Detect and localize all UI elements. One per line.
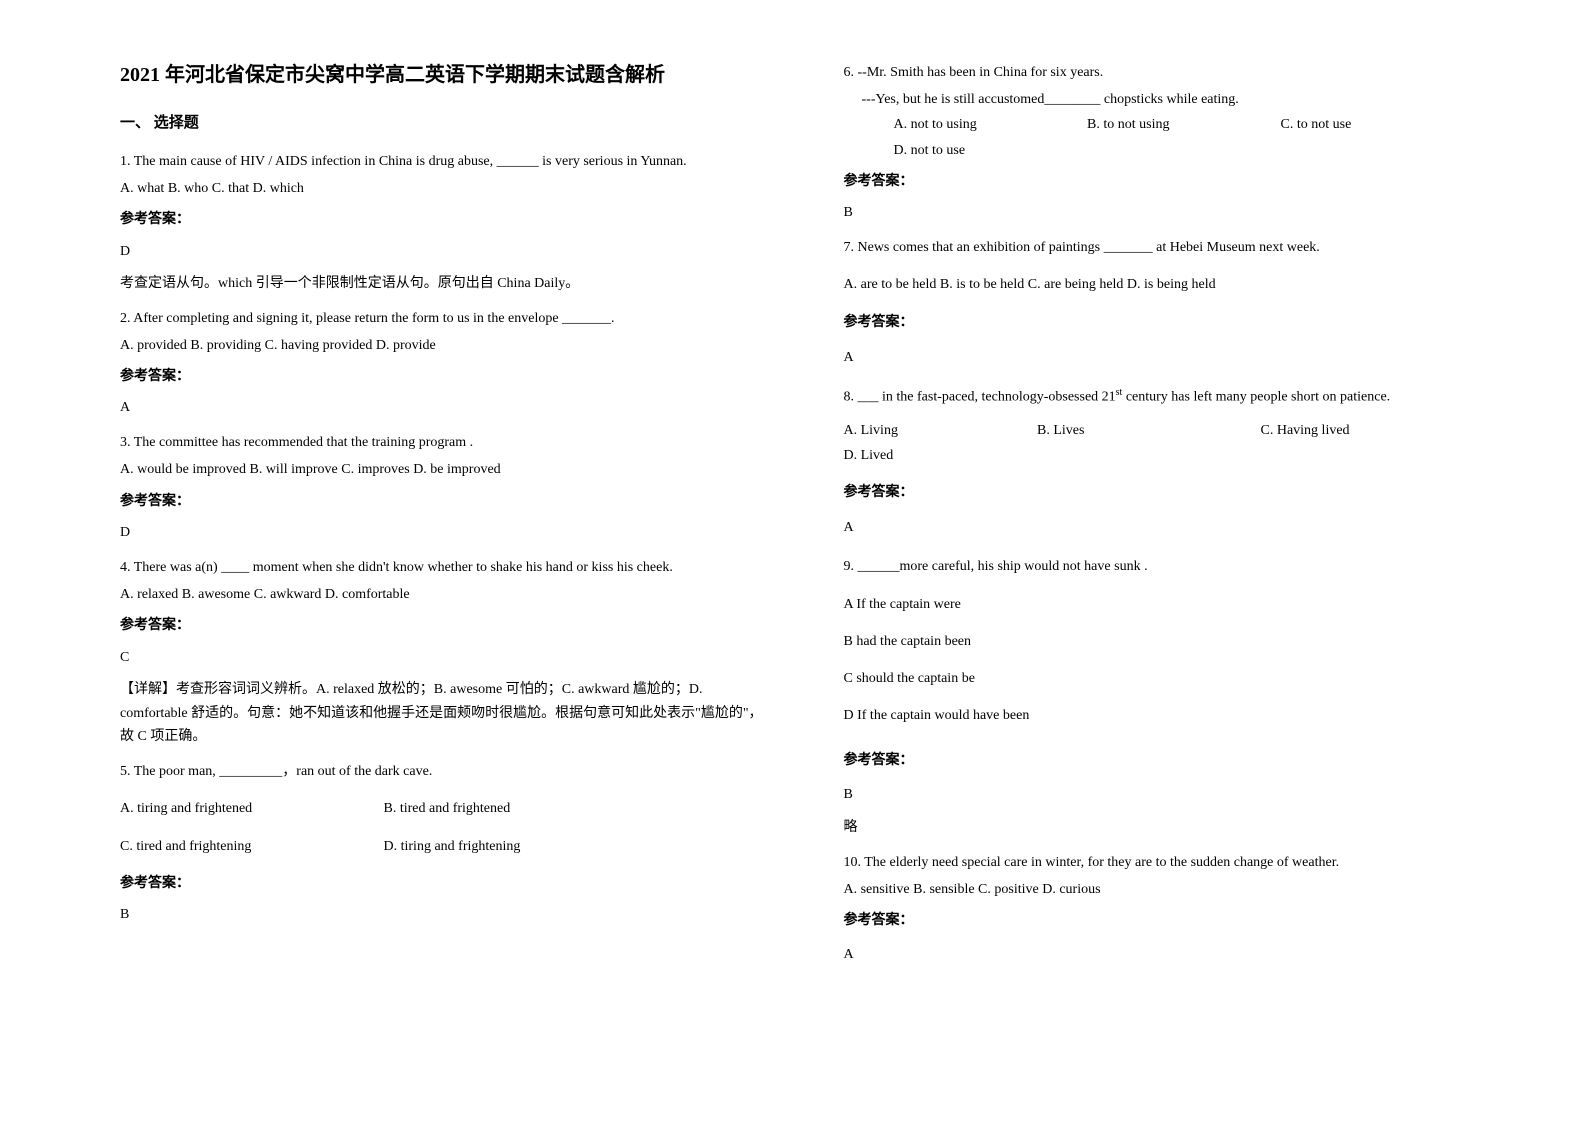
question-9-optA: A If the captain were bbox=[844, 592, 1488, 617]
question-7: 7. News comes that an exhibition of pain… bbox=[844, 235, 1488, 260]
question-7-options: A. are to be held B. is to be held C. ar… bbox=[844, 272, 1488, 297]
question-4-options: A. relaxed B. awesome C. awkward D. comf… bbox=[120, 582, 764, 607]
question-6-optA: A. not to using bbox=[894, 112, 1024, 137]
answer-label: 参考答案： bbox=[120, 489, 764, 514]
question-5-optD: D. tiring and frightening bbox=[384, 839, 521, 854]
answer-label: 参考答案： bbox=[844, 908, 1488, 933]
question-5-options-row1: A. tiring and frightened B. tired and fr… bbox=[120, 796, 764, 821]
question-1-answer: D bbox=[120, 239, 764, 264]
question-6-optB: B. to not using bbox=[1087, 112, 1217, 137]
question-8-optD: D. Lived bbox=[844, 443, 894, 468]
question-7-answer: A bbox=[844, 345, 1488, 370]
question-10-answer: A bbox=[844, 942, 1488, 967]
question-9-optB: B had the captain been bbox=[844, 629, 1488, 654]
question-6-options: A. not to using B. to not using C. to no… bbox=[844, 112, 1488, 162]
question-8-optB: B. Lives bbox=[1037, 418, 1217, 443]
question-9-optD: D If the captain would have been bbox=[844, 703, 1488, 728]
right-column: 6. --Mr. Smith has been in China for six… bbox=[804, 60, 1508, 1082]
question-4-answer: C bbox=[120, 645, 764, 670]
question-1: 1. The main cause of HIV / AIDS infectio… bbox=[120, 149, 764, 174]
question-3-options: A. would be improved B. will improve C. … bbox=[120, 457, 764, 482]
question-2-answer: A bbox=[120, 395, 764, 420]
question-9-optC: C should the captain be bbox=[844, 666, 1488, 691]
question-1-explanation: 考查定语从句。which 引导一个非限制性定语从句。原句出自 China Dai… bbox=[120, 272, 764, 296]
question-4: 4. There was a(n) ____ moment when she d… bbox=[120, 555, 764, 580]
question-9-answer: B bbox=[844, 782, 1488, 807]
question-9-note: 略 bbox=[844, 815, 1488, 840]
question-8: 8. ___ in the fast-paced, technology-obs… bbox=[844, 384, 1488, 410]
question-6-line1: 6. --Mr. Smith has been in China for six… bbox=[844, 60, 1488, 85]
question-5-optA: A. tiring and frightened bbox=[120, 796, 380, 821]
section-header: 一、 选择题 bbox=[120, 110, 764, 137]
question-4-explanation: 【详解】考查形容词词义辨析。A. relaxed 放松的；B. awesome … bbox=[120, 678, 764, 749]
answer-label: 参考答案： bbox=[844, 169, 1488, 194]
question-2: 2. After completing and signing it, plea… bbox=[120, 306, 764, 331]
document-title: 2021 年河北省保定市尖窝中学高二英语下学期期末试题含解析 bbox=[120, 60, 764, 90]
question-6-answer: B bbox=[844, 200, 1488, 225]
question-8-options: A. Living B. Lives C. Having lived D. Li… bbox=[844, 418, 1488, 468]
question-10-options: A. sensitive B. sensible C. positive D. … bbox=[844, 877, 1488, 902]
answer-label: 参考答案： bbox=[844, 480, 1488, 505]
question-5-options-row2: C. tired and frightening D. tiring and f… bbox=[120, 834, 764, 859]
question-6-optD: D. not to use bbox=[894, 138, 966, 163]
answer-label: 参考答案： bbox=[844, 310, 1488, 335]
question-8-optA: A. Living bbox=[844, 418, 994, 443]
question-6-line2: ---Yes, but he is still accustomed______… bbox=[844, 87, 1488, 112]
question-5-answer: B bbox=[120, 902, 764, 927]
question-10: 10. The elderly need special care in win… bbox=[844, 850, 1488, 875]
answer-label: 参考答案： bbox=[120, 613, 764, 638]
left-column: 2021 年河北省保定市尖窝中学高二英语下学期期末试题含解析 一、 选择题 1.… bbox=[100, 60, 804, 1082]
question-6-optC: C. to not use bbox=[1281, 112, 1411, 137]
question-8-pre: 8. ___ in the fast-paced, technology-obs… bbox=[844, 390, 1116, 405]
question-5: 5. The poor man, _________，ran out of th… bbox=[120, 759, 764, 784]
question-1-options: A. what B. who C. that D. which bbox=[120, 176, 764, 201]
question-2-options: A. provided B. providing C. having provi… bbox=[120, 333, 764, 358]
question-5-optC: C. tired and frightening bbox=[120, 834, 380, 859]
question-8-optC: C. Having lived bbox=[1261, 418, 1401, 443]
answer-label: 参考答案： bbox=[120, 871, 764, 896]
question-5-optB: B. tired and frightened bbox=[384, 801, 511, 816]
question-9: 9. ______more careful, his ship would no… bbox=[844, 554, 1488, 579]
question-3-answer: D bbox=[120, 520, 764, 545]
answer-label: 参考答案： bbox=[844, 748, 1488, 773]
answer-label: 参考答案： bbox=[120, 207, 764, 232]
answer-label: 参考答案： bbox=[120, 364, 764, 389]
question-8-answer: A bbox=[844, 515, 1488, 540]
question-3: 3. The committee has recommended that th… bbox=[120, 430, 764, 455]
question-8-post: century has left many people short on pa… bbox=[1122, 390, 1390, 405]
